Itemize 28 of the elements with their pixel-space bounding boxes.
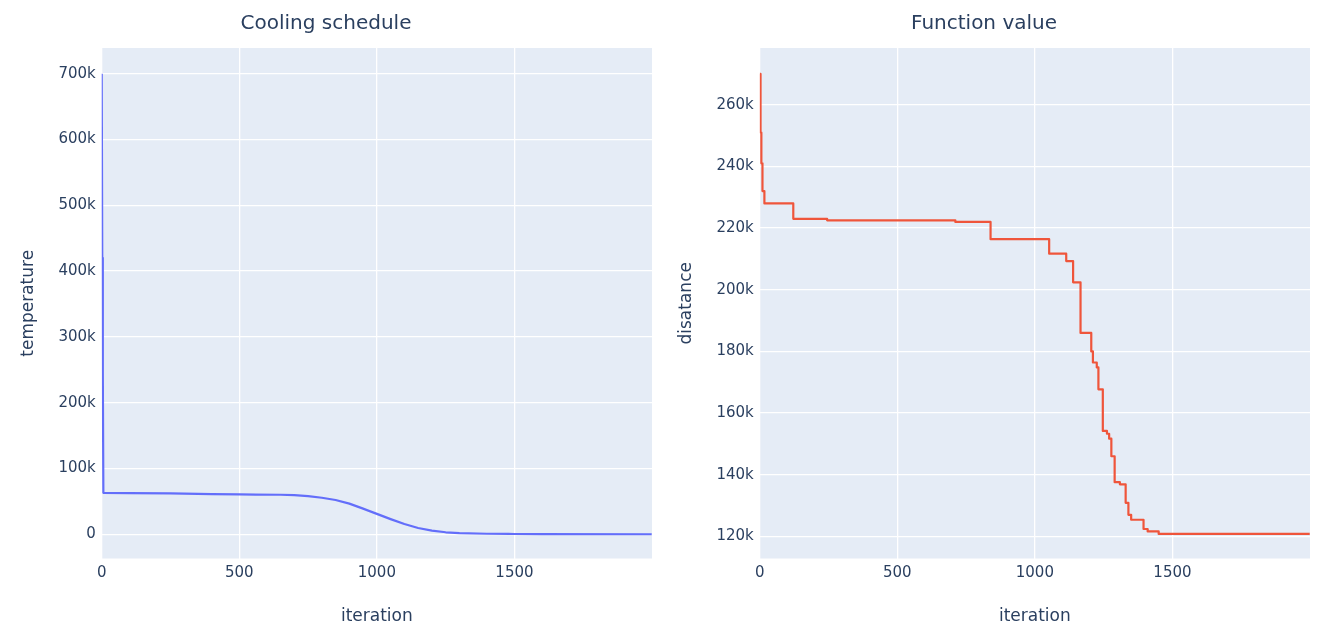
y-tick-label: 200k	[716, 279, 755, 298]
y-tick-label: 140k	[716, 464, 755, 483]
y-tick-label: 600k	[58, 129, 97, 148]
x-tick-label: 1000	[1015, 563, 1054, 582]
y-tick-label: 220k	[716, 217, 755, 236]
y-tick-label: 160k	[716, 402, 755, 421]
y-tick-label: 700k	[58, 63, 97, 82]
y-tick-label: 180k	[716, 341, 755, 360]
x-tick-label: 500	[882, 563, 912, 582]
x-axis-title: iteration	[340, 605, 413, 626]
chart-title: Cooling schedule	[240, 10, 412, 35]
x-tick-label: 500	[224, 563, 254, 582]
y-tick-label: 200k	[58, 392, 97, 411]
x-tick-label: 1000	[357, 563, 396, 582]
y-tick-label: 100k	[58, 458, 97, 477]
y-tick-label: 0	[86, 524, 96, 543]
y-axis-title: disatance	[674, 262, 695, 345]
x-tick-label: 1500	[495, 563, 534, 582]
y-tick-label: 260k	[716, 94, 755, 113]
y-tick-label: 400k	[58, 260, 97, 279]
x-tick-label: 1500	[1153, 563, 1192, 582]
x-axis-title: iteration	[998, 605, 1071, 626]
y-axis-title: temperature	[16, 249, 37, 357]
y-tick-label: 120k	[716, 526, 755, 545]
y-tick-label: 500k	[58, 195, 97, 214]
y-tick-label: 300k	[58, 326, 97, 345]
chart-title: Function value	[910, 10, 1058, 35]
y-tick-label: 240k	[716, 156, 755, 175]
